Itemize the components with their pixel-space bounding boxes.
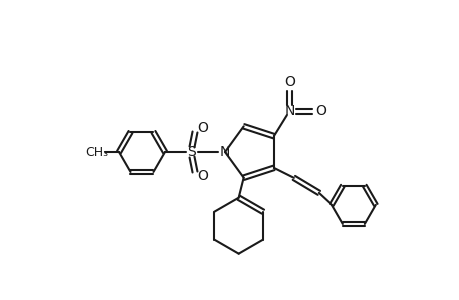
Text: O: O <box>197 121 208 135</box>
Text: N: N <box>284 104 294 118</box>
Text: O: O <box>284 75 295 89</box>
Text: O: O <box>315 104 325 118</box>
Text: S: S <box>187 145 196 159</box>
Text: CH₃: CH₃ <box>85 146 108 158</box>
Text: N: N <box>219 145 230 159</box>
Text: O: O <box>197 169 208 183</box>
